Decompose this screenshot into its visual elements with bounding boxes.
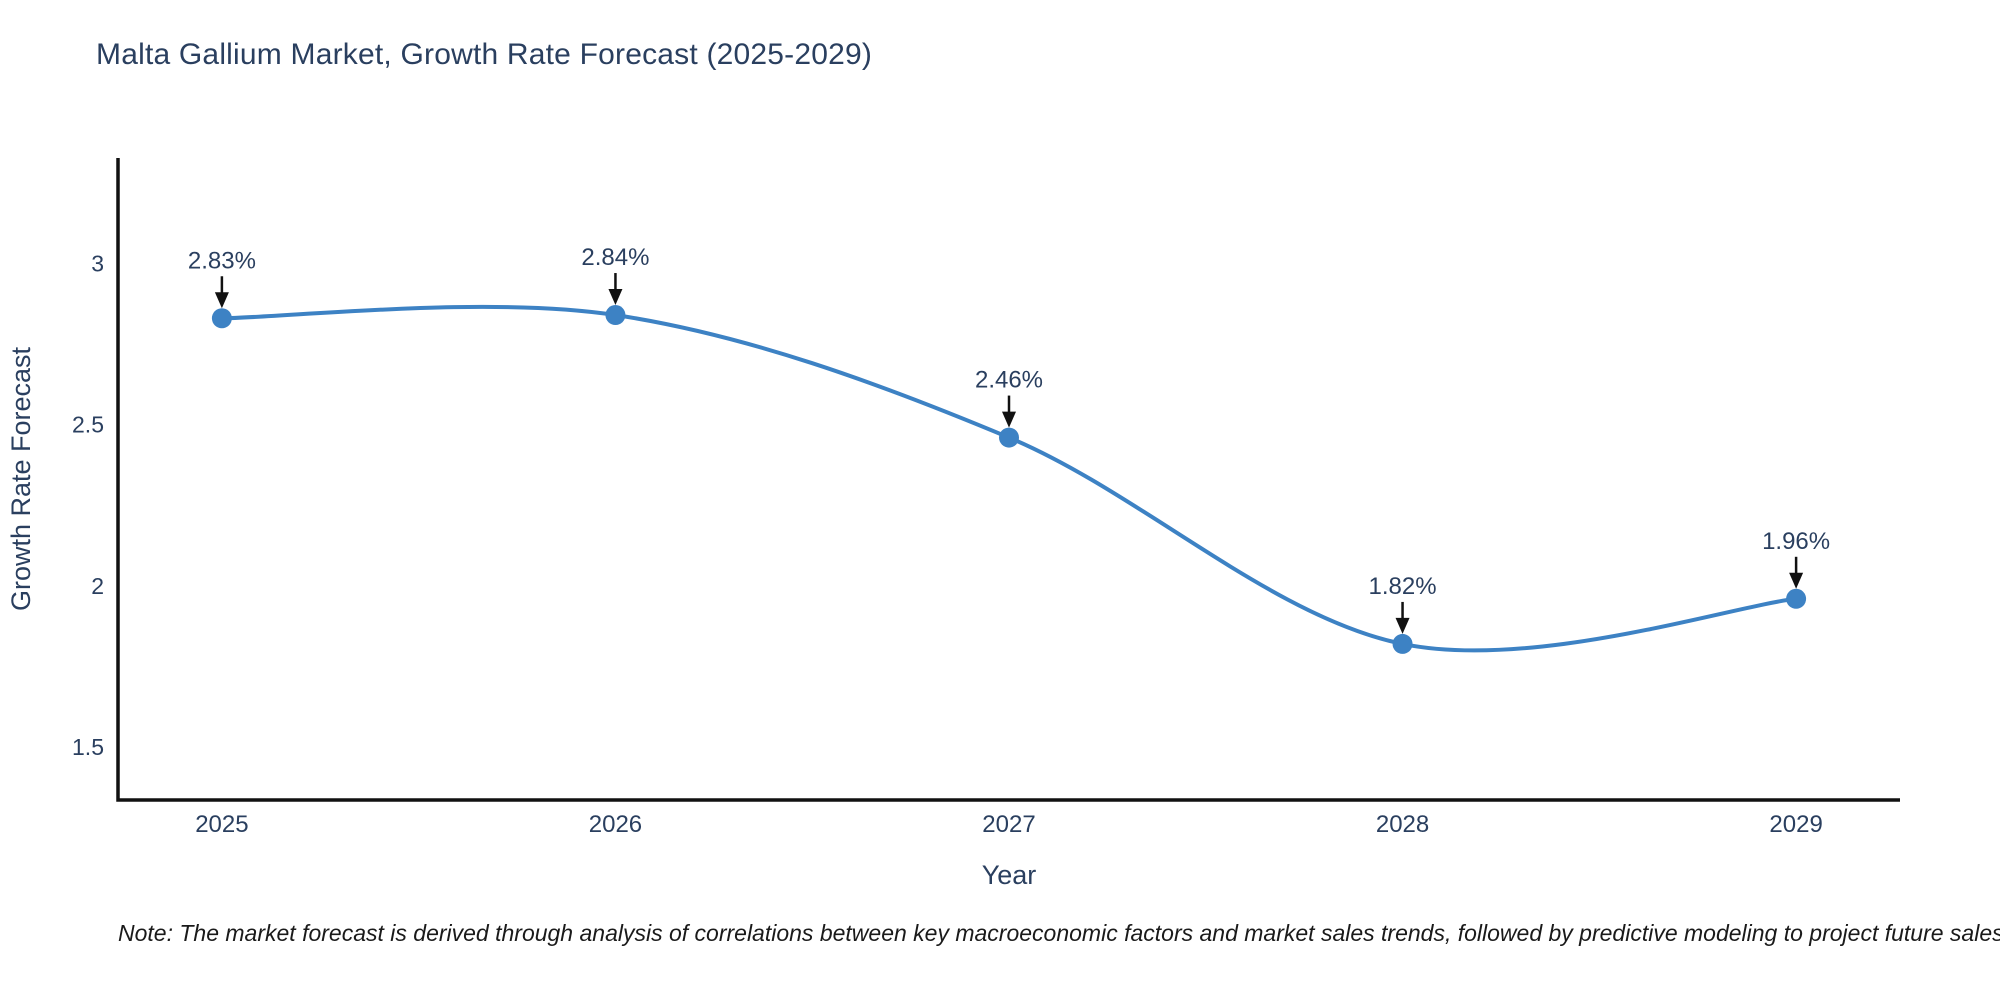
chart-title: Malta Gallium Market, Growth Rate Foreca… [96, 38, 873, 71]
y-tick-label: 1.5 [72, 734, 104, 760]
point-annotation: 2.83% [188, 247, 256, 274]
x-tick-label: 2029 [1769, 811, 1822, 838]
point-annotation: 2.84% [581, 244, 649, 271]
annotation-arrowhead [1789, 572, 1804, 589]
data-point-marker [1786, 588, 1807, 609]
annotation-arrowhead [1002, 411, 1016, 428]
x-tick-label: 2027 [982, 811, 1035, 838]
forecast-line [219, 304, 1799, 653]
y-axis-title: Growth Rate Forecast [6, 346, 36, 611]
y-tick-label: 2 [91, 573, 104, 599]
annotation-arrowhead [608, 289, 623, 306]
y-tick-label: 3 [91, 250, 104, 276]
point-annotation: 1.96% [1762, 528, 1830, 555]
data-point-marker [211, 308, 232, 329]
data-point-marker [1392, 633, 1413, 654]
annotation-arrowhead [214, 292, 229, 309]
axis-spines [116, 158, 1900, 802]
annotation-arrowhead [1395, 617, 1410, 634]
x-tick-label: 2028 [1376, 811, 1429, 838]
y-tick-label: 2.5 [72, 412, 104, 438]
footnote: Note: The market forecast is derived thr… [118, 920, 2000, 946]
x-axis-title: Year [982, 860, 1037, 890]
point-annotation: 1.82% [1369, 573, 1437, 600]
x-tick-label: 2025 [195, 811, 248, 838]
data-point-marker [605, 305, 626, 326]
point-annotation: 2.46% [975, 367, 1043, 394]
data-point-marker [999, 427, 1019, 448]
x-tick-label: 2026 [589, 811, 642, 838]
